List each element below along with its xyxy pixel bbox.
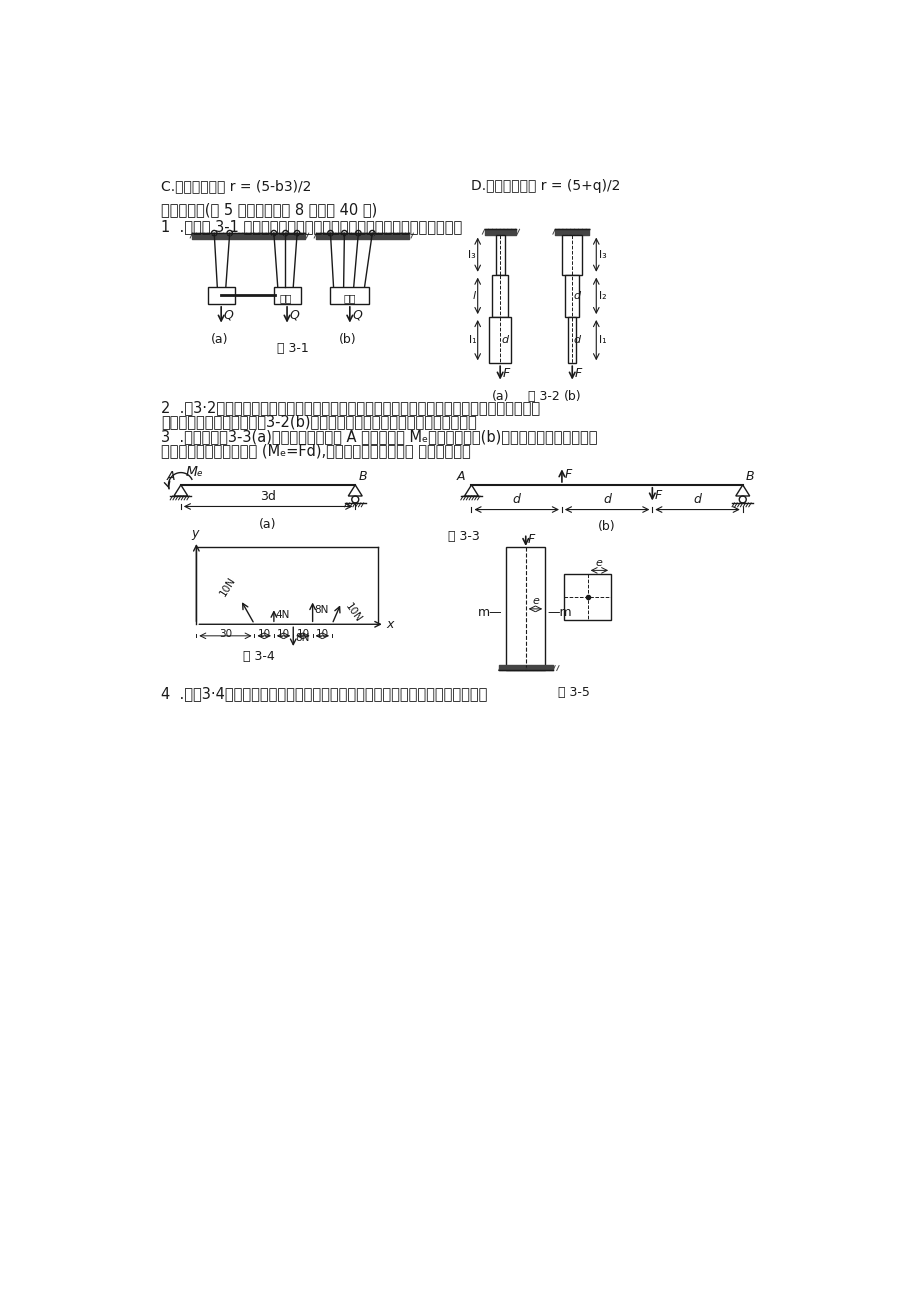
Text: y: y: [191, 527, 199, 540]
Text: (b): (b): [562, 390, 581, 403]
Text: l₃: l₃: [468, 250, 476, 260]
Text: B: B: [745, 471, 754, 484]
Bar: [492, 275, 507, 317]
Text: F: F: [563, 467, 571, 480]
Text: d: d: [501, 336, 508, 345]
Text: 1  .判断图 3-1 所示平面杆系结构属于静定还是静不定问题？简述理由。: 1 .判断图 3-1 所示平面杆系结构属于静定还是静不定问题？简述理由。: [162, 220, 462, 234]
Bar: [568, 317, 575, 363]
Text: (b): (b): [338, 333, 356, 346]
Text: d: d: [512, 493, 520, 506]
Text: A: A: [166, 471, 175, 484]
Bar: [208, 288, 235, 304]
Text: (b): (b): [597, 520, 615, 533]
Text: —m: —m: [547, 606, 572, 619]
Text: F: F: [654, 489, 661, 502]
Text: m—: m—: [477, 606, 502, 619]
Text: l: l: [472, 291, 476, 301]
Text: 8N: 8N: [294, 634, 309, 643]
Text: D.应力圆的半径 r = (5+q)/2: D.应力圆的半径 r = (5+q)/2: [471, 180, 620, 194]
Text: d: d: [693, 493, 700, 506]
Text: l₃: l₃: [598, 250, 606, 260]
Text: C.应力圆的半径 r = (5-b3)/2: C.应力圆的半径 r = (5-b3)/2: [162, 180, 312, 194]
Text: B: B: [358, 471, 367, 484]
Bar: [495, 234, 505, 275]
Text: Mₑ: Mₑ: [186, 466, 203, 479]
Bar: [330, 288, 369, 304]
Text: 4N: 4N: [275, 610, 289, 621]
Text: A: A: [457, 471, 465, 484]
Text: 8N: 8N: [313, 605, 328, 615]
Text: 10N: 10N: [218, 575, 237, 598]
Text: (a): (a): [491, 390, 508, 403]
Text: F: F: [574, 367, 581, 380]
Text: (a): (a): [259, 518, 277, 531]
Text: 10N: 10N: [343, 601, 363, 624]
Text: 3d: 3d: [260, 490, 276, 503]
Text: d: d: [603, 493, 610, 506]
Text: (a): (a): [210, 333, 228, 346]
Text: l₁: l₁: [598, 336, 606, 345]
Text: x: x: [386, 618, 393, 631]
Text: 10: 10: [315, 628, 328, 639]
Text: 3  .将作用在图3-3(a)所示的固定较支座 A 处、大小为 Mₑ的力偶，用图(b)所示的两个作用于梁中部: 3 .将作用在图3-3(a)所示的固定较支座 A 处、大小为 Mₑ的力偶，用图(…: [162, 429, 597, 445]
Text: e: e: [596, 558, 602, 569]
Text: 图 3-1: 图 3-1: [277, 342, 309, 355]
Text: 图 3-5: 图 3-5: [558, 686, 589, 699]
Text: 2  .图3·2所示的两根材料相同的拉杆，受同样荷载尺作用时，它们的绝对变形是否相同？如不: 2 .图3·2所示的两根材料相同的拉杆，受同样荷载尺作用时，它们的绝对变形是否相…: [162, 401, 540, 415]
Text: l₁: l₁: [468, 336, 476, 345]
Text: F: F: [502, 367, 509, 380]
Text: 30: 30: [219, 628, 232, 639]
Text: 图 3-4: 图 3-4: [244, 649, 275, 662]
Text: d: d: [573, 291, 580, 301]
Bar: [505, 548, 545, 670]
Text: d: d: [573, 336, 580, 345]
Text: 10: 10: [277, 628, 289, 639]
Bar: [564, 574, 610, 621]
Bar: [562, 234, 582, 275]
Text: F: F: [528, 533, 535, 546]
Text: e: e: [531, 596, 539, 606]
Text: 的等值、反向平行力尺替 (Mₑ=Fd),对梁的强度有无影响？ 试述其理由。: 的等值、反向平行力尺替 (Mₑ=Fd),对梁的强度有无影响？ 试述其理由。: [162, 444, 471, 458]
Bar: [274, 288, 301, 304]
Text: Q: Q: [352, 308, 362, 321]
Text: 刚体: 刚体: [279, 293, 291, 303]
Text: 三、简答题(共 5 小题，每小题 8 分，共 40 分): 三、简答题(共 5 小题，每小题 8 分，共 40 分): [162, 203, 378, 217]
Bar: [489, 317, 510, 363]
Text: l₂: l₂: [598, 291, 606, 301]
Text: 4  .如图3·4所示平面力系的简化结果与简化中心位置的选择是否有关？为什么？: 4 .如图3·4所示平面力系的简化结果与简化中心位置的选择是否有关？为什么？: [162, 686, 487, 701]
Text: Q: Q: [289, 308, 299, 321]
Text: 刚体: 刚体: [343, 293, 356, 303]
Text: 图 3-3: 图 3-3: [448, 530, 479, 543]
Bar: [564, 275, 579, 317]
Text: 图 3-2: 图 3-2: [528, 390, 560, 403]
Text: 同，哪根变形大？另外，图3-2(b)不等截面杆各段的应变是否相同？为什么？: 同，哪根变形大？另外，图3-2(b)不等截面杆各段的应变是否相同？为什么？: [162, 414, 477, 429]
Text: 10: 10: [296, 628, 309, 639]
Text: Q: Q: [223, 308, 233, 321]
Text: 10: 10: [257, 628, 270, 639]
